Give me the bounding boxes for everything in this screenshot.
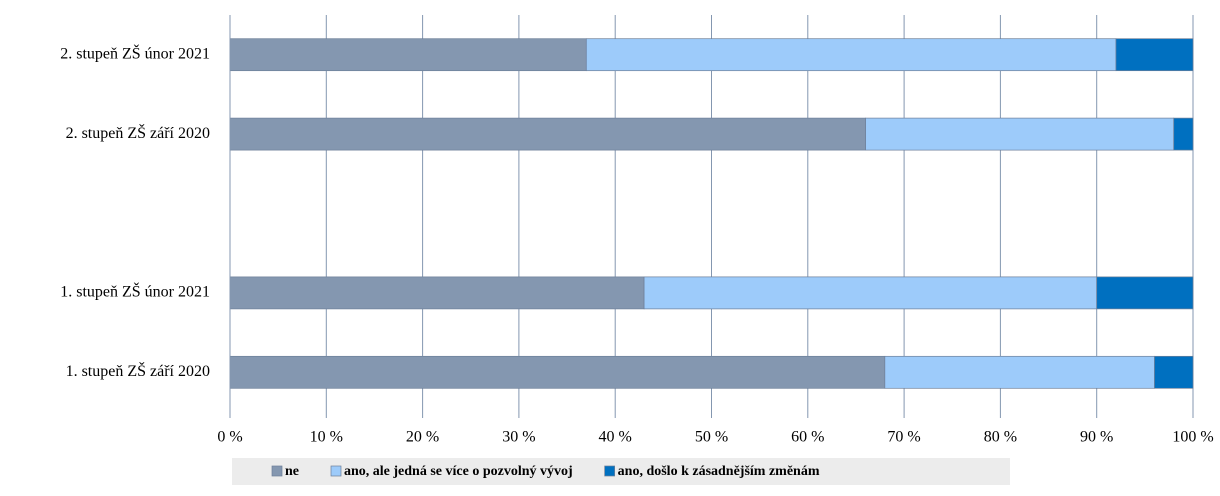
x-tick-label: 60 %	[791, 429, 824, 446]
bar-segment	[585, 38, 1117, 72]
bar-segment	[1115, 38, 1194, 72]
bar-segment	[1173, 117, 1194, 151]
legend-swatch	[271, 465, 283, 477]
legend-label: ano, ale jedná se více o pozvolný vývoj	[344, 464, 573, 479]
bar-segment	[229, 355, 886, 389]
x-tick-label: 70 %	[887, 429, 920, 446]
legend-label: ne	[285, 464, 299, 479]
legend-swatch	[330, 465, 342, 477]
bar-segment	[643, 276, 1098, 310]
bar-segment	[1096, 276, 1194, 310]
legend-label: ano, došlo k zásadnějším změnám	[618, 464, 820, 479]
bar-segment	[884, 355, 1155, 389]
x-tick-label: 80 %	[984, 429, 1017, 446]
legend: ne ano, ale jedná se více o pozvolný vývo…	[232, 458, 1010, 485]
x-tick-label: 20 %	[406, 429, 439, 446]
x-tick-label: 90 %	[1080, 429, 1113, 446]
x-tick-label: 100 %	[1172, 429, 1213, 446]
x-tick-label: 0 %	[217, 429, 242, 446]
y-tick-label: 2. stupeň ZŠ září 2020	[66, 123, 210, 142]
y-tick-label: 1. stupeň ZŠ září 2020	[66, 361, 210, 380]
bar-segment	[229, 117, 866, 151]
bar-segment	[229, 38, 587, 72]
y-tick-label: 1. stupeň ZŠ únor 2021	[60, 282, 210, 301]
bar-segment	[1154, 355, 1194, 389]
x-tick-label: 30 %	[502, 429, 535, 446]
x-tick-label: 40 %	[599, 429, 632, 446]
x-tick-label: 10 %	[310, 429, 343, 446]
legend-swatch	[604, 465, 616, 477]
y-tick-label: 2. stupeň ZŠ únor 2021	[60, 43, 210, 62]
legend-box	[232, 458, 1010, 485]
bar-segment	[865, 117, 1175, 151]
x-tick-label: 50 %	[695, 429, 728, 446]
bar-segment	[229, 276, 645, 310]
